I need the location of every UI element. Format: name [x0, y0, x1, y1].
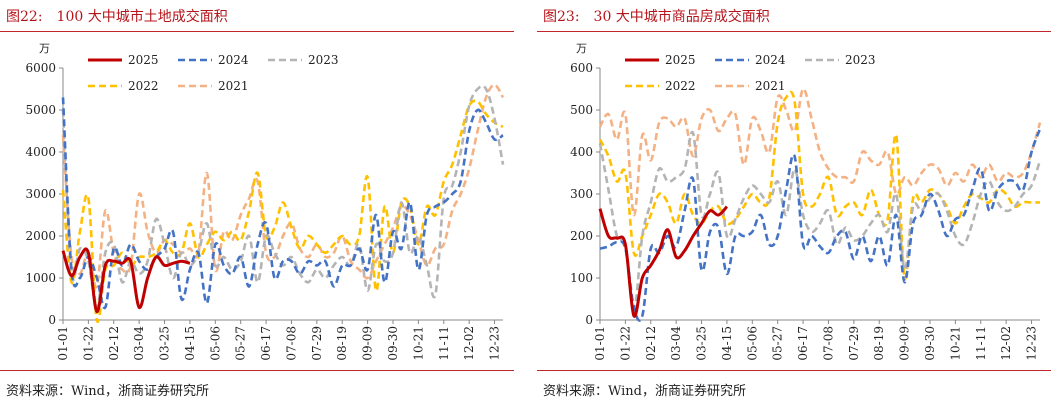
legend-label-2024: 2024: [755, 53, 786, 67]
figure-label: 图22:: [6, 9, 43, 25]
legend-label-2025: 2025: [665, 53, 696, 67]
y-tick-label: 600: [570, 61, 593, 75]
figure-title: 图22: 100 大中城市土地成交面积: [6, 6, 228, 26]
y-tick-label: 3000: [25, 187, 56, 201]
legend-label-2021: 2021: [755, 79, 786, 93]
x-tick-label: 07-08: [284, 326, 298, 361]
x-tick-label: 04-15: [183, 326, 197, 361]
title-divider: [537, 31, 1051, 32]
y-tick-label: 300: [570, 187, 593, 201]
title-divider: [0, 31, 514, 32]
bottom-divider: [537, 370, 1051, 371]
x-tick-label: 03-04: [132, 326, 146, 361]
y-tick-label: 4000: [25, 145, 56, 159]
source-note: 资料来源：Wind，浙商证券研究所: [6, 384, 209, 399]
series-line-2024: [61, 97, 504, 310]
panel-land-area: 图22: 100 大中城市土地成交面积 万 0 1000 2000 3000 4000 500…: [0, 0, 522, 403]
x-tick-label: 12-23: [488, 326, 502, 361]
legend-label-2025: 2025: [128, 53, 159, 67]
figure-title: 图23: 30 大中城市商品房成交面积: [543, 6, 770, 26]
x-tick-label: 11-11: [974, 326, 988, 361]
series-line-2023: [598, 130, 1042, 313]
x-tick-label: 02-12: [644, 326, 658, 361]
figure-title-text: 100 大中城市土地成交面积: [56, 9, 228, 25]
x-tick-label: 11-11: [437, 326, 451, 361]
y-tick-label: 500: [570, 103, 593, 117]
series-line-2024: [599, 128, 1042, 322]
y-tick-label: 1000: [25, 271, 56, 285]
x-tick-label: 07-08: [821, 326, 835, 361]
x-tick-label: 03-25: [158, 326, 172, 361]
legend-label-2021: 2021: [218, 79, 249, 93]
x-tick-label: 12-23: [1025, 326, 1039, 361]
x-tick-label: 07-29: [847, 326, 861, 361]
y-tick-label: 0: [48, 313, 56, 327]
series-line-2021: [598, 87, 1042, 217]
legend-label-2024: 2024: [218, 53, 249, 67]
legend-label-2022: 2022: [128, 79, 159, 93]
x-tick-label: 01-01: [593, 326, 607, 361]
chart-housing-area: 万 0 100 200 300 400 500 600 01-01 01-22 02-12 03-04…: [570, 42, 1042, 361]
x-tick-label: 05-06: [208, 326, 222, 361]
x-tick-label: 12-02: [999, 326, 1013, 361]
x-tick-label: 05-27: [234, 326, 248, 361]
series-line-2021: [61, 83, 505, 289]
x-tick-label: 10-21: [411, 326, 425, 361]
panel-housing-area: 图23: 30 大中城市商品房成交面积 万 0 100 200 300 400 500 600 0…: [537, 0, 1057, 403]
y-tick-label: 400: [570, 145, 593, 159]
figure-title-text: 30 大中城市商品房成交面积: [593, 9, 770, 25]
x-tick-label: 12-02: [462, 326, 476, 361]
y-unit-label: 万: [39, 42, 50, 55]
x-tick-label: 05-06: [745, 326, 759, 361]
x-tick-label: 09-30: [923, 326, 937, 361]
x-tick-label: 09-30: [386, 326, 400, 361]
series-line-2023: [61, 84, 505, 309]
y-tick-label: 2000: [25, 229, 56, 243]
x-tick-label: 06-17: [796, 326, 810, 361]
series-line-2022: [598, 90, 1040, 281]
x-tick-label: 03-25: [695, 326, 709, 361]
legend-label-2023: 2023: [845, 53, 876, 67]
bottom-divider: [0, 370, 514, 371]
x-tick-label: 08-19: [335, 326, 349, 361]
x-tick-label: 08-19: [872, 326, 886, 361]
x-tick-label: 06-17: [259, 326, 273, 361]
y-tick-label: 5000: [25, 103, 56, 117]
figure-label: 图23:: [543, 9, 580, 25]
x-tick-label: 09-09: [361, 326, 375, 361]
y-tick-label: 6000: [25, 61, 56, 75]
x-tick-label: 01-22: [81, 326, 95, 361]
chart-land-area: 万 0 1000 2000 3000 4000 5000 6000 01-01 01-22 02-1…: [25, 42, 505, 361]
y-tick-label: 200: [570, 229, 593, 243]
series-line-2025: [598, 205, 729, 318]
y-unit-label: 万: [576, 42, 587, 55]
legend-label-2022: 2022: [665, 79, 696, 93]
x-tick-label: 01-22: [618, 326, 632, 361]
legend-label-2023: 2023: [308, 53, 339, 67]
x-tick-label: 01-01: [56, 326, 70, 361]
x-tick-label: 05-27: [771, 326, 785, 361]
x-tick-label: 02-12: [107, 326, 121, 361]
y-tick-label: 0: [585, 313, 593, 327]
y-tick-label: 100: [570, 271, 593, 285]
source-note: 资料来源：Wind，浙商证券研究所: [543, 384, 746, 399]
x-tick-label: 10-21: [948, 326, 962, 361]
x-tick-label: 07-29: [310, 326, 324, 361]
x-tick-label: 03-04: [669, 326, 683, 361]
series-line-2025: [61, 247, 191, 314]
x-tick-label: 09-09: [898, 326, 912, 361]
x-tick-label: 04-15: [720, 326, 734, 361]
